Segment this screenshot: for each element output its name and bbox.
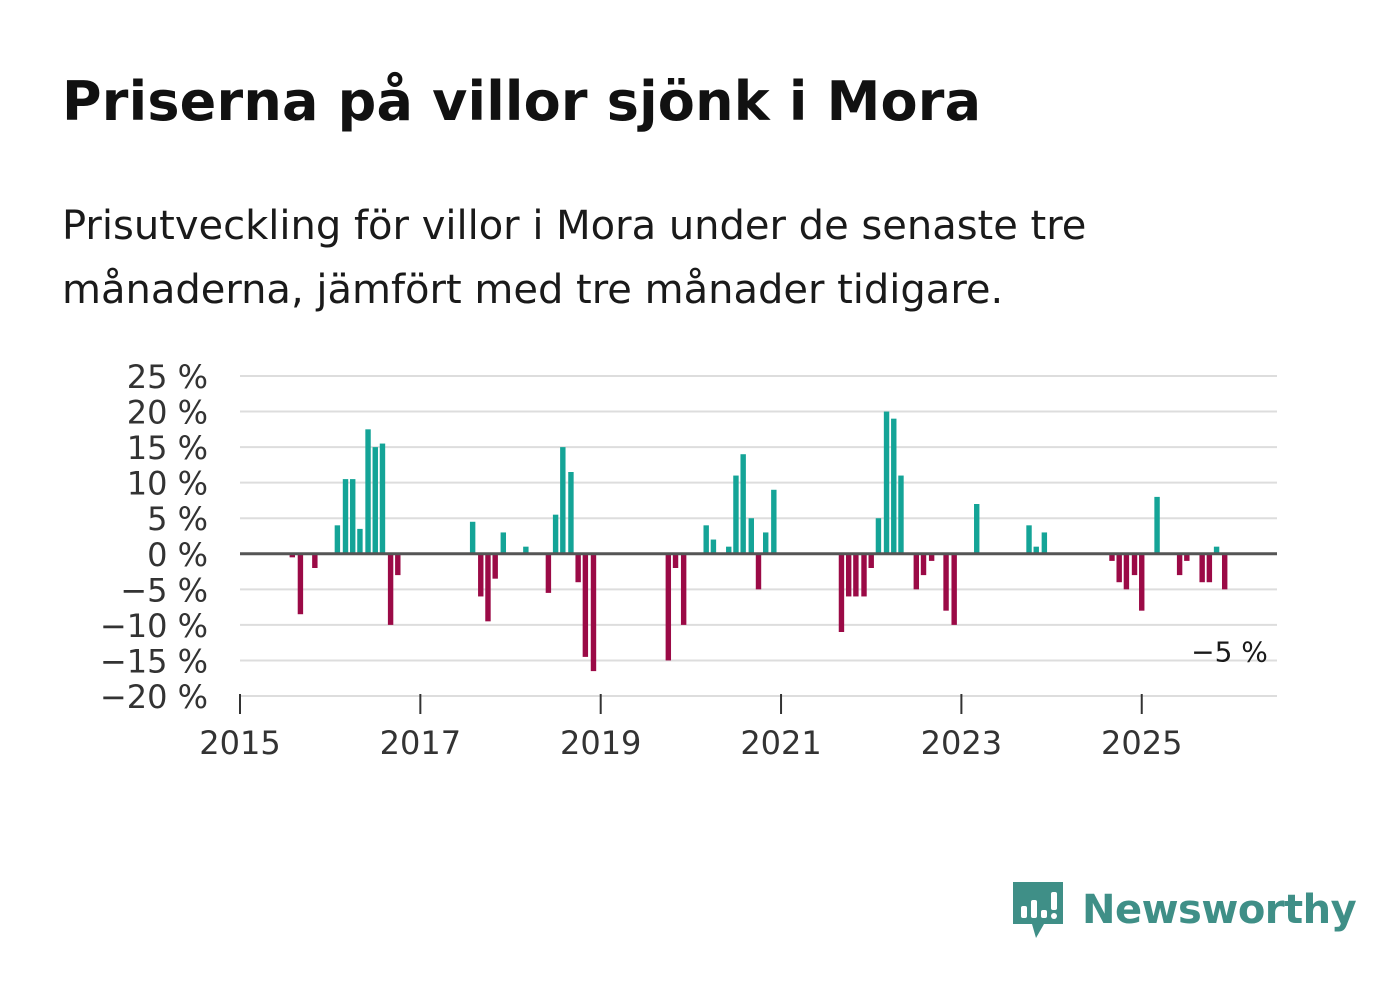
bar-positive <box>350 479 356 554</box>
bar-negative <box>665 553 672 661</box>
bar-positive <box>891 418 897 554</box>
gridlines <box>240 375 1277 697</box>
x-tick-label: 2021 <box>740 724 821 762</box>
axes: 25 %20 %15 %10 %5 %0 %−5 %−10 %−15 %−20 … <box>100 358 1277 762</box>
bar-positive <box>974 504 980 554</box>
bar-negative <box>387 553 394 625</box>
bar-negative <box>845 553 852 597</box>
y-tick-label: 15 % <box>127 429 208 467</box>
bar-negative <box>1109 553 1115 561</box>
bar-negative <box>582 553 589 657</box>
bar-negative <box>1199 553 1205 583</box>
bar-positive <box>883 411 890 554</box>
y-tick-label: −20 % <box>100 678 208 716</box>
bar-positive <box>1041 532 1048 554</box>
bar-negative <box>943 553 949 611</box>
bar-positive <box>771 489 777 554</box>
bar-positive <box>342 479 349 554</box>
bar-positive <box>1033 546 1039 554</box>
bar-negative <box>1116 553 1122 583</box>
last-value-annotation: −5 % <box>1191 635 1268 668</box>
bar-positive <box>469 521 476 554</box>
newsworthy-logo[interactable]: Newsworthy <box>1010 880 1357 940</box>
bar-negative <box>951 553 957 625</box>
bar-negative <box>853 553 859 597</box>
y-tick-label: −10 % <box>100 607 208 645</box>
x-tick-label: 2015 <box>199 724 280 762</box>
bar-negative <box>755 553 762 590</box>
bar-positive <box>763 532 769 554</box>
bar-positive <box>898 475 904 554</box>
bar-positive <box>372 447 378 554</box>
bar-negative <box>395 553 401 576</box>
bar-negative <box>680 553 687 625</box>
bar-negative <box>838 553 845 632</box>
newsworthy-wordmark: Newsworthy <box>1082 887 1357 933</box>
bar-positive <box>748 518 754 554</box>
y-tick-label: −5 % <box>120 571 208 609</box>
bar-positive <box>357 528 363 554</box>
bar-positive <box>703 525 709 554</box>
bar-negative <box>590 553 597 672</box>
bar-positive <box>710 539 717 554</box>
x-tick-label: 2023 <box>921 724 1002 762</box>
x-tick-label: 2019 <box>560 724 641 762</box>
bar-negative <box>913 553 920 590</box>
bar-negative <box>1184 553 1190 561</box>
bar-positive <box>552 514 559 554</box>
bar-positive <box>1213 546 1220 554</box>
bar-positive <box>1026 525 1032 554</box>
bar-positive <box>568 472 574 554</box>
y-tick-label: 5 % <box>147 500 208 538</box>
bar-negative <box>928 553 935 561</box>
bar-positive <box>726 546 732 554</box>
chart-title: Priserna på villor sjönk i Mora <box>62 70 982 133</box>
bar-negative <box>478 553 484 597</box>
y-tick-label: 0 % <box>147 536 208 574</box>
bar-negative <box>492 553 498 579</box>
bar-negative <box>868 553 874 568</box>
annotations: −5 % <box>1191 635 1268 668</box>
bar-positive <box>740 454 746 554</box>
bar-positive <box>365 429 371 554</box>
bar-negative <box>1206 553 1213 583</box>
bar-negative <box>312 553 318 568</box>
bar-negative <box>920 553 927 576</box>
bar-negative <box>289 553 296 558</box>
bar-negative <box>1123 553 1130 590</box>
bar-negative <box>861 553 867 597</box>
bar-negative <box>1131 553 1138 576</box>
bar-positive <box>334 525 341 554</box>
bar-positive <box>733 475 739 554</box>
bars <box>289 411 1228 672</box>
x-tick-label: 2017 <box>380 724 461 762</box>
bar-positive <box>523 546 529 554</box>
bar-negative <box>485 553 491 622</box>
y-tick-label: −15 % <box>100 642 208 680</box>
chart-subtitle: Prisutveckling för villor i Mora under d… <box>62 203 1087 313</box>
bar-negative <box>672 553 679 568</box>
bar-positive <box>875 518 882 554</box>
bar-negative <box>1221 553 1228 590</box>
y-tick-label: 25 % <box>127 358 208 396</box>
bar-negative <box>575 553 581 583</box>
x-tick-label: 2025 <box>1101 724 1182 762</box>
bar-negative <box>1139 553 1145 611</box>
bar-positive <box>560 447 566 554</box>
y-tick-label: 20 % <box>127 394 208 432</box>
bar-positive <box>500 532 507 554</box>
y-tick-label: 10 % <box>127 465 208 503</box>
bar-positive <box>379 443 386 554</box>
bar-positive <box>1154 496 1160 554</box>
bar-negative <box>297 553 304 615</box>
bar-negative <box>545 553 552 593</box>
bar-negative <box>1176 553 1183 576</box>
newsworthy-chart-bubble-icon <box>1013 882 1063 938</box>
